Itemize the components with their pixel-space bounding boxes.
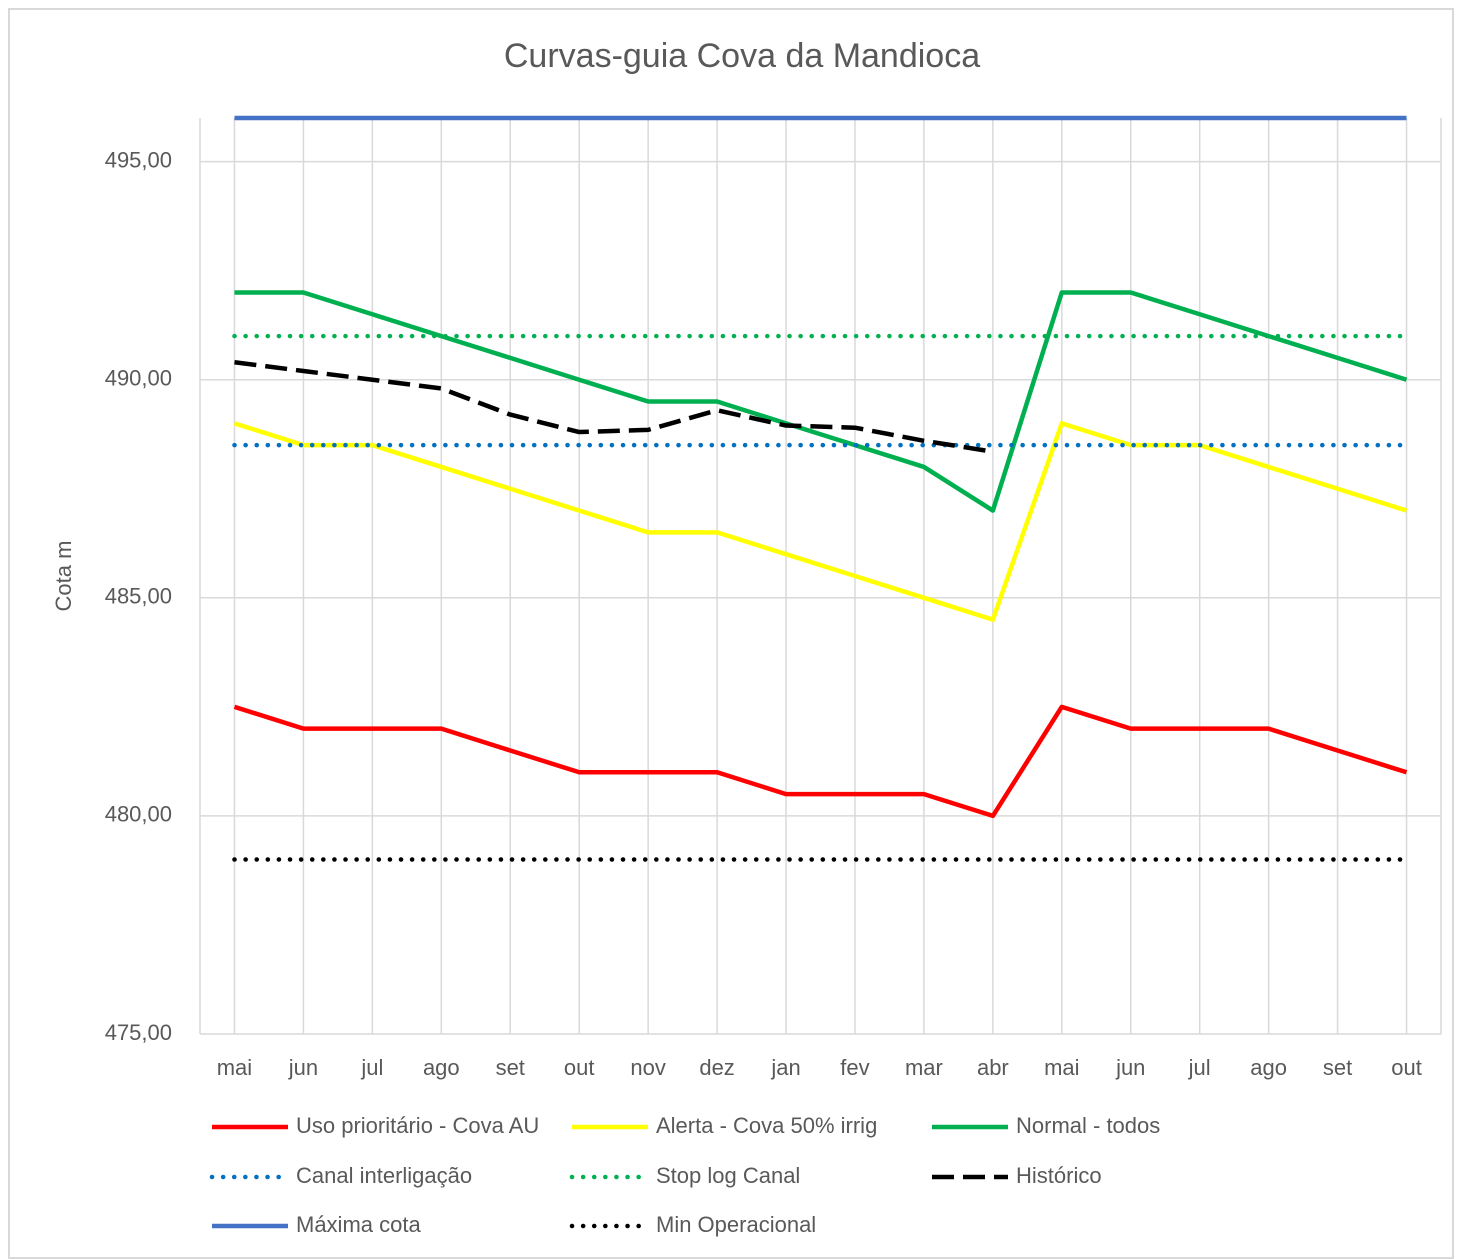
x-tick-label: jun [288, 1055, 318, 1080]
y-axis-label: Cota m [51, 541, 76, 612]
x-tick-label: out [564, 1055, 595, 1080]
x-tick-label: ago [1250, 1055, 1287, 1080]
x-tick-label: ago [423, 1055, 460, 1080]
x-tick-label: mai [217, 1055, 252, 1080]
x-tick-label: jul [360, 1055, 383, 1080]
x-tick-label: jan [770, 1055, 800, 1080]
series-line [234, 290, 1408, 513]
x-tick-label: fev [840, 1055, 869, 1080]
x-tick-label: out [1391, 1055, 1422, 1080]
y-tick-label: 485,00 [105, 584, 172, 609]
series-line [234, 360, 994, 454]
x-tick-label: mai [1044, 1055, 1079, 1080]
legend-label: Máxima cota [296, 1212, 421, 1237]
series-line [233, 704, 1408, 819]
legend-label: Min Operacional [656, 1212, 816, 1237]
legend-label: Stop log Canal [656, 1163, 800, 1188]
y-tick-label: 480,00 [105, 802, 172, 827]
x-tick-label: set [496, 1055, 525, 1080]
legend-label: Normal - todos [1016, 1113, 1160, 1138]
chart-border [8, 8, 1454, 1259]
x-tick-label: dez [699, 1055, 734, 1080]
y-tick-label: 475,00 [105, 1020, 172, 1045]
legend-label: Uso prioritário - Cova AU [296, 1113, 539, 1138]
series-line [233, 421, 1408, 622]
y-tick-label: 490,00 [105, 366, 172, 391]
y-tick-label: 495,00 [105, 147, 172, 172]
legend-label: Canal interligação [296, 1163, 472, 1188]
x-tick-label: mar [905, 1055, 943, 1080]
x-tick-label: abr [977, 1055, 1009, 1080]
legend-label: Alerta - Cova 50% irrig [656, 1113, 877, 1138]
legend-label: Histórico [1016, 1163, 1102, 1188]
chart-title: Curvas-guia Cova da Mandioca [504, 37, 980, 75]
x-tick-label: nov [630, 1055, 665, 1080]
x-tick-label: jun [1115, 1055, 1145, 1080]
x-tick-label: set [1323, 1055, 1352, 1080]
x-tick-label: jul [1188, 1055, 1211, 1080]
